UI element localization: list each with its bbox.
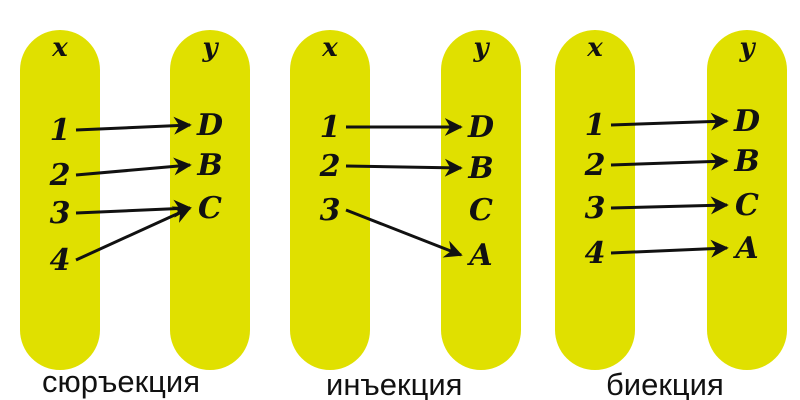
x-element: 3	[50, 196, 71, 231]
x-set-header: x	[51, 33, 68, 63]
x-element: 2	[319, 149, 341, 184]
x-element: 2	[584, 148, 606, 183]
y-element: D	[467, 110, 494, 145]
mapping-arrow	[75, 206, 192, 262]
x-element: 1	[320, 110, 341, 145]
y-element: C	[198, 191, 222, 226]
y-element: D	[733, 104, 760, 139]
y-set-oval	[441, 30, 521, 370]
caption-injection: инъекция	[326, 367, 463, 400]
mapping-arrow	[610, 152, 729, 171]
mapping-arrow	[75, 116, 192, 135]
mapping-arrow	[610, 196, 729, 215]
y-element: B	[467, 151, 493, 186]
y-set-header: y	[201, 33, 219, 63]
diagram-surjection: x y 1 23 4 DBC	[20, 30, 250, 370]
x-set-header: x	[321, 33, 338, 63]
x-set-oval	[20, 30, 100, 370]
x-element: 1	[50, 113, 71, 148]
x-element: 3	[320, 193, 341, 228]
x-set-oval	[290, 30, 370, 370]
y-element: D	[196, 108, 223, 143]
caption-bijection: биекция	[606, 367, 724, 400]
y-set-header: y	[472, 33, 490, 63]
mapping-arrow	[345, 208, 463, 258]
x-element: 3	[585, 191, 606, 226]
y-element: A	[732, 231, 758, 266]
mapping-arrow	[610, 112, 729, 131]
x-element: 1	[585, 108, 606, 143]
x-element: 4	[50, 243, 71, 278]
caption-surjection: сюръекция	[42, 364, 201, 399]
y-element: B	[733, 144, 759, 179]
y-element: C	[735, 188, 759, 223]
y-element: A	[466, 238, 492, 273]
mapping-arrow	[75, 199, 192, 218]
y-set-oval	[170, 30, 250, 370]
mapping-arrow	[345, 158, 463, 177]
x-element: 4	[585, 236, 606, 271]
y-set-header: y	[738, 33, 756, 63]
mapping-arrow	[75, 157, 192, 177]
x-set-header: x	[586, 33, 603, 63]
x-element: 2	[49, 158, 71, 193]
y-element: C	[469, 193, 493, 228]
mapping-arrow	[610, 239, 729, 258]
x-set-oval	[555, 30, 635, 370]
y-element: B	[196, 148, 222, 183]
